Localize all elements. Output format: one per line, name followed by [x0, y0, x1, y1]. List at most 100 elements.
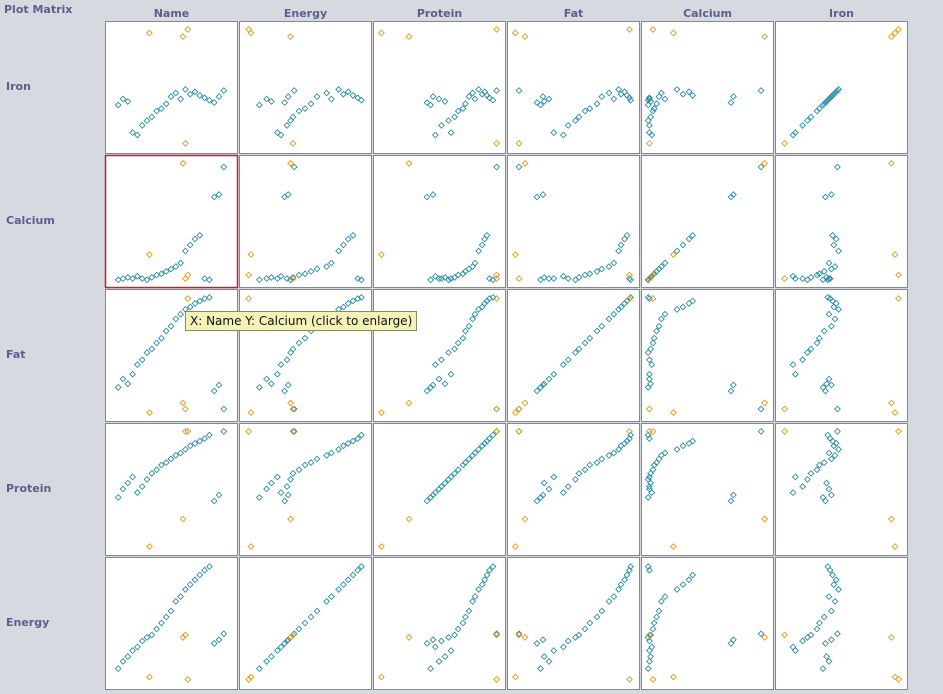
data-point — [172, 451, 180, 459]
panel-frame[interactable] — [373, 155, 506, 288]
panel-frame[interactable] — [775, 423, 908, 556]
panel-iron-vs-iron[interactable] — [775, 21, 908, 154]
panel-calcium-vs-calcium[interactable] — [641, 155, 774, 288]
data-point — [459, 270, 467, 278]
data-point — [807, 631, 815, 639]
data-point — [445, 117, 453, 125]
data-point — [781, 275, 789, 283]
data-point — [807, 469, 815, 477]
panel-frame[interactable] — [239, 155, 372, 288]
data-point — [685, 576, 693, 584]
data-point — [210, 99, 218, 107]
panel-frame[interactable] — [775, 21, 908, 154]
panel-fat-vs-calcium[interactable] — [507, 155, 640, 288]
panel-frame[interactable] — [507, 557, 640, 690]
data-point — [823, 380, 831, 388]
panel-calcium-vs-iron[interactable] — [641, 21, 774, 154]
data-point — [191, 235, 199, 243]
data-point — [647, 653, 655, 661]
panel-iron-vs-energy[interactable] — [775, 557, 908, 690]
panel-name-vs-calcium[interactable] — [104, 154, 239, 289]
panel-frame[interactable] — [373, 289, 506, 422]
data-point — [511, 543, 519, 551]
panel-name-vs-iron[interactable] — [105, 21, 238, 154]
data-point — [657, 89, 665, 97]
data-point — [119, 375, 127, 383]
data-point — [727, 99, 735, 107]
panel-calcium-vs-protein[interactable] — [641, 423, 774, 556]
panel-protein-vs-calcium[interactable] — [373, 155, 506, 288]
panel-protein-vs-energy[interactable] — [373, 557, 506, 690]
data-point — [669, 29, 677, 37]
panel-fat-vs-protein[interactable] — [507, 423, 640, 556]
data-point — [824, 563, 832, 571]
data-point — [537, 665, 545, 673]
panel-fat-vs-iron[interactable] — [507, 21, 640, 154]
data-point — [575, 273, 583, 281]
panel-frame[interactable] — [239, 289, 372, 422]
panel-energy-vs-calcium[interactable] — [239, 155, 372, 288]
column-label-fat: Fat — [563, 7, 584, 20]
data-point — [830, 241, 838, 249]
panel-frame[interactable] — [641, 21, 774, 154]
panel-fat-vs-energy[interactable] — [507, 557, 640, 690]
panel-frame[interactable] — [775, 557, 908, 690]
panel-frame[interactable] — [507, 155, 640, 288]
panel-frame[interactable] — [105, 21, 238, 154]
data-point — [201, 94, 209, 102]
panel-energy-vs-iron[interactable] — [239, 21, 372, 154]
panel-frame[interactable] — [373, 21, 506, 154]
panel-frame[interactable] — [105, 423, 238, 556]
data-point — [153, 339, 161, 347]
panel-frame[interactable] — [373, 423, 506, 556]
panel-fat-vs-fat[interactable] — [507, 289, 640, 422]
panel-frame[interactable] — [775, 155, 908, 288]
panel-calcium-vs-fat[interactable] — [641, 289, 774, 422]
data-point — [649, 271, 657, 279]
panel-frame[interactable] — [373, 557, 506, 690]
panel-frame[interactable] — [239, 423, 372, 556]
panel-protein-vs-fat[interactable] — [373, 289, 506, 422]
data-point — [571, 349, 579, 357]
panel-frame[interactable] — [641, 557, 774, 690]
panel-name-vs-energy[interactable] — [105, 557, 238, 690]
data-point — [124, 273, 132, 281]
panel-iron-vs-calcium[interactable] — [775, 155, 908, 288]
data-point — [644, 475, 652, 483]
panel-frame[interactable] — [641, 155, 774, 288]
data-point — [650, 105, 658, 113]
data-point — [515, 163, 523, 171]
panel-name-vs-protein[interactable] — [105, 423, 238, 556]
data-point — [447, 129, 455, 137]
selected-panel-frame[interactable] — [104, 154, 239, 289]
panel-frame[interactable] — [775, 289, 908, 422]
data-point — [571, 475, 579, 483]
data-point — [493, 271, 501, 279]
panel-frame[interactable] — [239, 21, 372, 154]
panel-iron-vs-protein[interactable] — [775, 423, 908, 556]
panel-frame[interactable] — [641, 289, 774, 422]
data-point — [489, 431, 497, 439]
data-point — [791, 473, 799, 481]
panel-iron-vs-fat[interactable] — [775, 289, 908, 422]
data-point — [824, 431, 832, 439]
panel-frame[interactable] — [507, 423, 640, 556]
panel-energy-vs-energy[interactable] — [239, 557, 372, 690]
panel-name-vs-fat[interactable] — [105, 289, 238, 422]
panel-energy-vs-protein[interactable] — [239, 423, 372, 556]
data-point — [143, 349, 151, 357]
panel-energy-vs-fat[interactable] — [239, 289, 372, 422]
panel-frame[interactable] — [507, 289, 640, 422]
panel-frame[interactable] — [105, 289, 238, 422]
data-point — [815, 105, 823, 113]
panel-frame[interactable] — [105, 557, 238, 690]
panel-frame[interactable] — [239, 557, 372, 690]
panel-protein-vs-iron[interactable] — [373, 21, 506, 154]
panel-calcium-vs-energy[interactable] — [641, 557, 774, 690]
data-point — [545, 657, 553, 665]
data-point — [821, 193, 829, 201]
data-point — [625, 675, 633, 683]
panel-frame[interactable] — [641, 423, 774, 556]
panel-protein-vs-protein[interactable] — [373, 423, 506, 556]
